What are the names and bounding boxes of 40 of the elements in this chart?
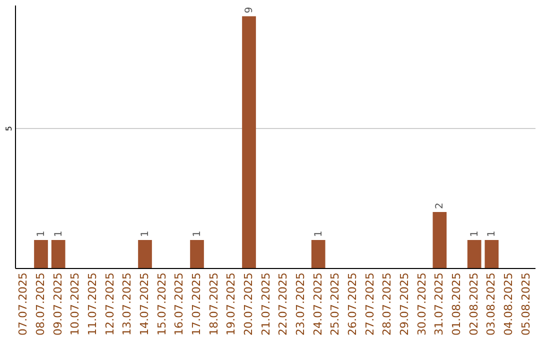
data-label: 9 bbox=[244, 6, 255, 14]
x-tick-label: 02.08.2025 bbox=[467, 272, 480, 336]
x-tick-label: 01.08.2025 bbox=[450, 272, 463, 336]
data-label: 2 bbox=[434, 202, 446, 210]
x-tick-label: 14.07.2025 bbox=[138, 272, 151, 336]
x-tick-label: 19.07.2025 bbox=[224, 272, 238, 336]
x-tick-label: 05.08.2025 bbox=[519, 272, 532, 336]
x-tick-label: 21.07.2025 bbox=[259, 272, 272, 336]
x-tick-label: 24.07.2025 bbox=[311, 272, 324, 336]
x-tick-label: 13.07.2025 bbox=[120, 272, 134, 336]
x-tick-label: 08.07.2025 bbox=[34, 272, 47, 336]
x-tick-label: 31.07.2025 bbox=[432, 272, 446, 336]
x-tick-label: 04.08.2025 bbox=[502, 272, 515, 336]
x-tick-label: 18.07.2025 bbox=[207, 272, 220, 336]
x-tick-label: 10.07.2025 bbox=[68, 272, 82, 336]
x-tick-label: 15.07.2025 bbox=[155, 272, 168, 336]
data-label: 1 bbox=[469, 230, 480, 238]
data-label: 1 bbox=[486, 230, 498, 238]
x-tick-label: 09.07.2025 bbox=[51, 272, 64, 336]
x-tick-label: 28.07.2025 bbox=[380, 272, 394, 336]
x-tick-label: 29.07.2025 bbox=[398, 272, 411, 336]
x-tick-label: 22.07.2025 bbox=[276, 272, 290, 336]
data-label: 1 bbox=[53, 230, 64, 238]
data-label: 1 bbox=[36, 230, 47, 238]
x-tick-label: 25.07.2025 bbox=[328, 272, 342, 336]
data-label: 1 bbox=[192, 230, 203, 238]
x-tick-label: 17.07.2025 bbox=[190, 272, 203, 336]
x-tick-label: 27.07.2025 bbox=[363, 272, 376, 336]
data-label: 1 bbox=[140, 230, 151, 238]
y-tick-label: 5 bbox=[4, 126, 14, 132]
data-label: 1 bbox=[313, 230, 324, 238]
x-tick-label: 11.07.2025 bbox=[86, 272, 99, 336]
x-tick-label: 03.08.2025 bbox=[484, 272, 498, 336]
x-tick-label: 20.07.2025 bbox=[242, 272, 255, 336]
x-tick-label: 07.07.2025 bbox=[16, 272, 30, 336]
x-tick-label: 23.07.2025 bbox=[294, 272, 307, 336]
x-tick-label: 16.07.2025 bbox=[172, 272, 186, 336]
x-tick-label: 30.07.2025 bbox=[415, 272, 428, 336]
x-tick-label: 26.07.2025 bbox=[346, 272, 359, 336]
x-tick-label: 12.07.2025 bbox=[103, 272, 116, 336]
